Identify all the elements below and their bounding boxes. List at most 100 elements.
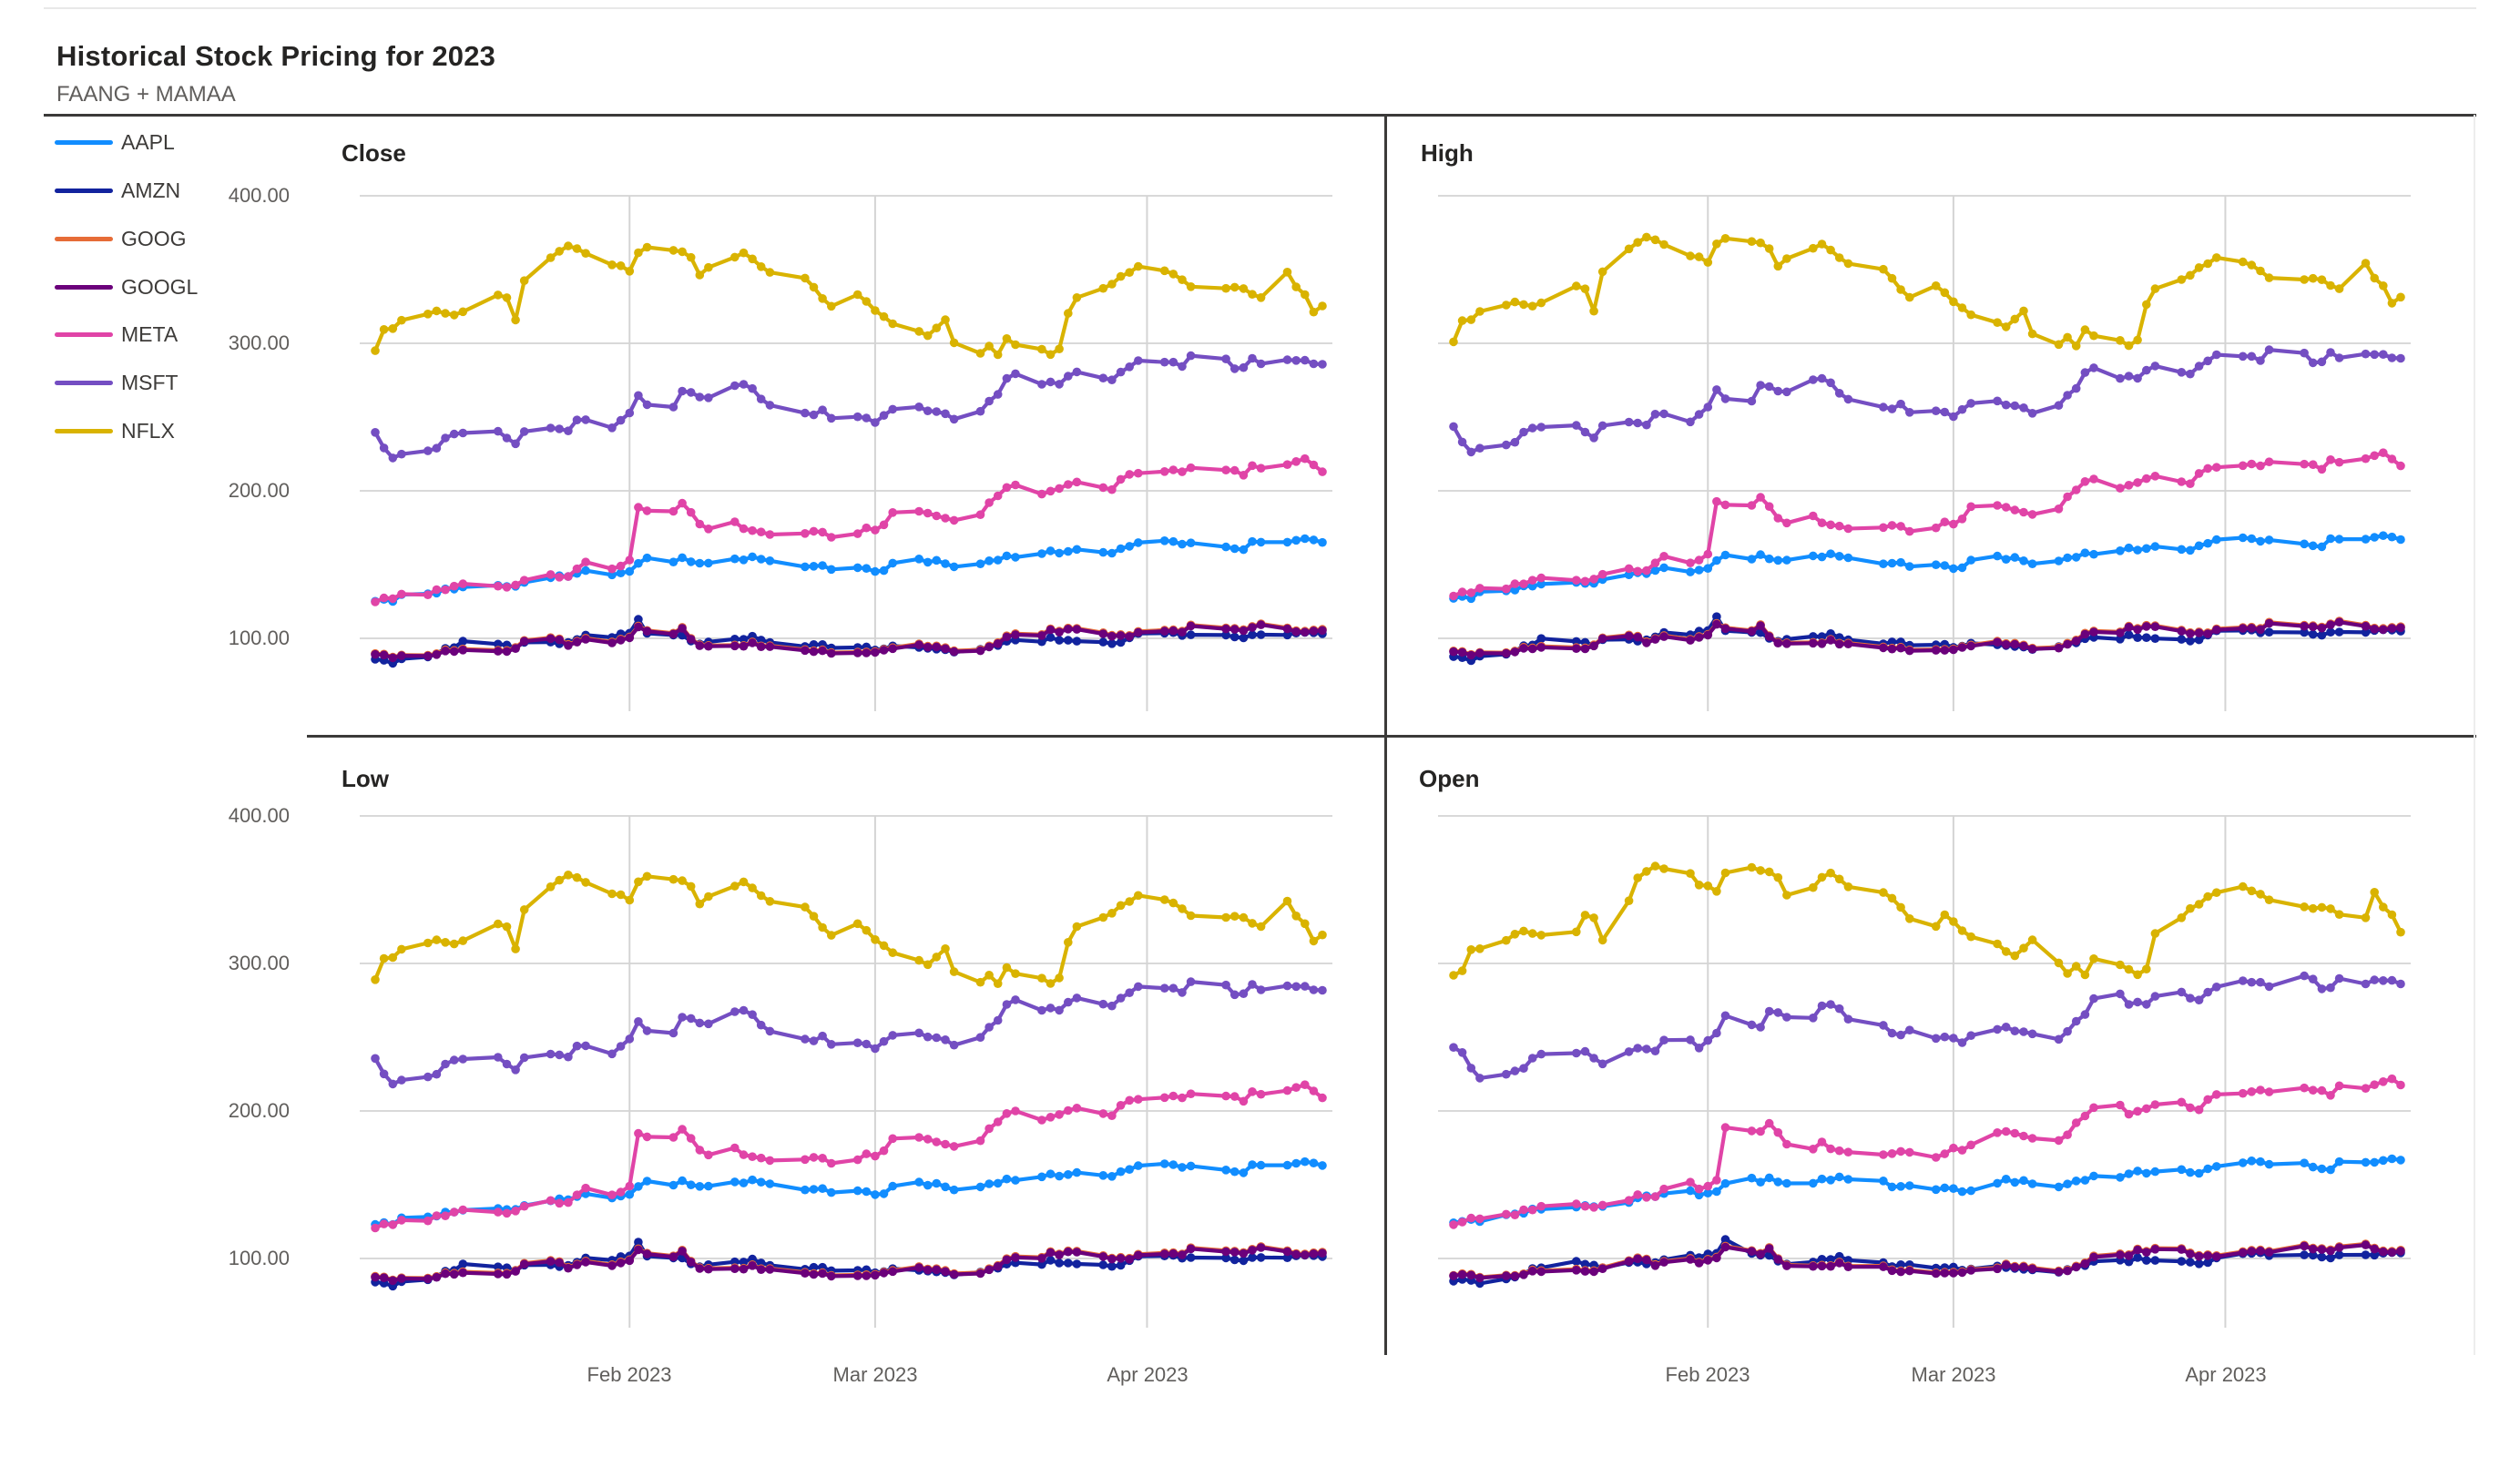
y-tick-200-row2: 200.00 — [228, 1099, 290, 1122]
series-point-AAPL — [1098, 1171, 1108, 1180]
series-point-MSFT — [1572, 421, 1581, 430]
series-point-MSFT — [581, 1041, 590, 1051]
series-point-AAPL — [1957, 563, 1967, 573]
series-point-GOOGL — [765, 642, 775, 651]
series-point-GOOGL — [1896, 643, 1905, 653]
series-point-META — [1756, 1126, 1765, 1136]
series-point-META — [581, 557, 590, 566]
series-point-AMZN — [1239, 633, 1249, 643]
series-point-META — [2203, 464, 2212, 474]
series-point-GOOGL — [388, 653, 398, 663]
series-point-GOOGL — [2238, 1248, 2248, 1258]
series-point-GOOGL — [1072, 625, 1082, 634]
series-point-AAPL — [2116, 1173, 2125, 1182]
series-point-META — [2186, 479, 2195, 488]
series-point-MSFT — [686, 388, 696, 397]
series-point-META — [607, 564, 617, 574]
series-point-META — [2124, 481, 2134, 490]
series-point-META — [2010, 505, 2020, 515]
series-point-MSFT — [432, 443, 442, 453]
series-point-MSFT — [1221, 980, 1230, 990]
series-point-AMZN — [1896, 1260, 1905, 1269]
series-point-MSFT — [2089, 993, 2098, 1004]
series-point-NFLX — [852, 290, 862, 300]
series-point-META — [1949, 519, 1958, 529]
series-point-MSFT — [1011, 369, 1020, 379]
series-point-MSFT — [941, 409, 950, 419]
series-point-NFLX — [1256, 293, 1266, 302]
series-point-AAPL — [923, 557, 933, 567]
series-point-NFLX — [1064, 309, 1073, 318]
series-point-AAPL — [1940, 561, 1950, 570]
series-point-GOOGL — [1318, 626, 1327, 636]
series-point-META — [1291, 1083, 1301, 1092]
series-point-META — [2238, 461, 2248, 471]
series-point-GOOGL — [494, 647, 503, 656]
series-point-MSFT — [2326, 983, 2335, 993]
series-point-META — [1098, 483, 1108, 493]
series-point-NFLX — [765, 268, 775, 277]
series-point-GOOGL — [1055, 627, 1064, 637]
series-point-NFLX — [625, 895, 635, 905]
series-point-MSFT — [871, 1044, 880, 1054]
series-point-META — [975, 1136, 985, 1146]
series-point-AAPL — [1703, 564, 1713, 573]
series-point-META — [2150, 472, 2160, 481]
series-point-AAPL — [2071, 553, 2081, 562]
series-point-GOOGL — [1931, 1269, 1941, 1279]
series-point-MSFT — [1589, 433, 1598, 443]
legend-label: GOOG — [121, 227, 187, 250]
series-point-META — [519, 1201, 529, 1211]
series-point-AMZN — [1282, 630, 1292, 640]
series-point-META — [678, 498, 687, 508]
series-point-AMZN — [1712, 612, 1721, 621]
series-point-AAPL — [1887, 558, 1897, 568]
series-point-NFLX — [1466, 315, 1476, 324]
series-point-NFLX — [1221, 283, 1230, 293]
series-point-META — [1782, 1139, 1791, 1149]
series-point-NFLX — [1703, 881, 1713, 891]
series-point-GOOGL — [949, 1269, 959, 1279]
series-point-GOOGL — [2247, 624, 2257, 633]
series-point-NFLX — [1642, 232, 1651, 242]
series-point-MSFT — [2080, 368, 2090, 377]
series-point-GOOGL — [2361, 1240, 2371, 1249]
series-point-META — [2142, 474, 2151, 484]
series-point-AAPL — [862, 1187, 872, 1197]
series-point-MSFT — [686, 1014, 696, 1024]
series-point-AMZN — [2150, 1256, 2160, 1265]
series-point-AAPL — [1168, 536, 1178, 546]
series-point-AMZN — [1098, 1260, 1108, 1269]
series-point-NFLX — [2387, 910, 2397, 920]
series-point-META — [2133, 1106, 2142, 1116]
series-point-AAPL — [739, 555, 749, 565]
series-point-NFLX — [1186, 911, 1196, 921]
series-point-NFLX — [607, 889, 617, 899]
series-point-GOOGL — [765, 1265, 775, 1274]
series-point-MSFT — [1449, 422, 1458, 432]
series-point-AAPL — [730, 554, 740, 564]
series-point-META — [1703, 549, 1713, 559]
series-point-META — [1843, 524, 1853, 534]
series-point-META — [2264, 1087, 2274, 1096]
series-point-META — [1817, 518, 1827, 527]
series-point-AMZN — [1221, 1253, 1230, 1263]
series-point-GOOGL — [1159, 627, 1169, 636]
series-point-AMZN — [1037, 637, 1046, 647]
series-point-MSFT — [555, 1050, 564, 1060]
series-point-AAPL — [2142, 544, 2151, 554]
series-point-GOOGL — [1072, 1248, 1082, 1257]
series-point-AAPL — [2370, 533, 2379, 542]
series-point-NFLX — [1694, 252, 1704, 261]
series-point-GOOGL — [871, 647, 880, 657]
series-point-AAPL — [2334, 535, 2344, 544]
series-point-MSFT — [2150, 992, 2160, 1001]
y-tick-400-row1: 400.00 — [228, 184, 290, 207]
series-point-NFLX — [1957, 303, 1967, 312]
series-point-AAPL — [2194, 1168, 2204, 1178]
series-point-NFLX — [2186, 270, 2195, 280]
series-point-AAPL — [1993, 1178, 2002, 1188]
series-point-NFLX — [2326, 280, 2335, 290]
series-point-MSFT — [2054, 401, 2064, 410]
series-point-NFLX — [458, 936, 468, 945]
